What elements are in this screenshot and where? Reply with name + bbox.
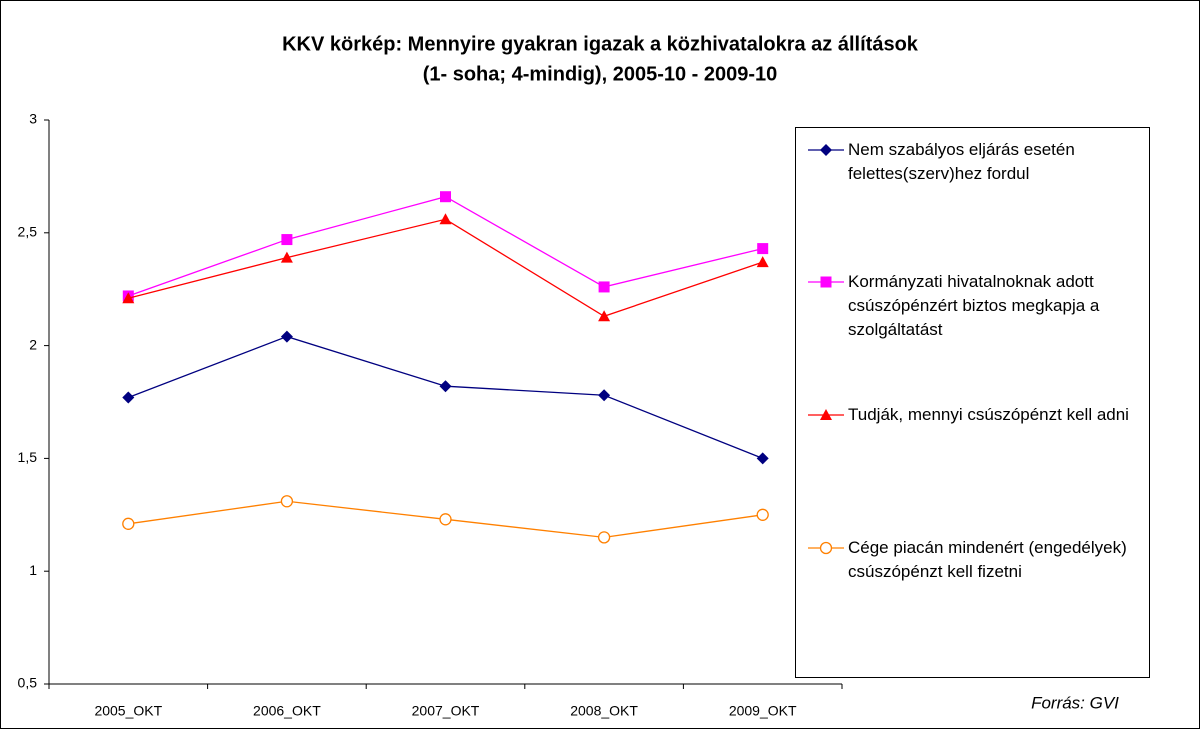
marker	[122, 391, 135, 404]
legend-symbol	[808, 276, 844, 288]
y-tick-label: 0,5	[18, 675, 38, 691]
x-tick-label: 2005_OKT	[94, 703, 162, 719]
marker	[598, 310, 611, 322]
chart-title: (1- soha; 4-mindig), 2005-10 - 2009-10	[423, 63, 778, 85]
legend-entry: Kormányzati hivatalnoknak adott csúszópé…	[806, 270, 1141, 342]
legend-entry: Cége piacán mindenért (engedélyek) csúsz…	[806, 536, 1141, 584]
y-tick-label: 2	[29, 336, 37, 352]
legend-entry: Tudják, mennyi csúszópénzt kell adni	[806, 403, 1141, 427]
y-tick-label: 1	[29, 562, 37, 578]
marker	[281, 234, 293, 246]
legend-symbol	[808, 541, 844, 555]
y-tick-label: 2,5	[18, 224, 38, 240]
marker	[122, 517, 135, 530]
marker	[820, 276, 832, 288]
x-tick-label: 2008_OKT	[570, 703, 638, 719]
marker	[598, 389, 611, 402]
marker	[439, 513, 452, 526]
marker	[756, 256, 769, 268]
x-tick-label: 2007_OKT	[412, 703, 480, 719]
x-tick-label: 2009_OKT	[729, 703, 797, 719]
marker	[820, 144, 832, 156]
marker	[280, 251, 293, 263]
legend: Nem szabályos eljárás esetén felettes(sz…	[795, 127, 1150, 678]
legend-symbol	[808, 409, 844, 420]
marker	[819, 541, 833, 555]
legend-entry: Nem szabályos eljárás esetén felettes(sz…	[806, 138, 1141, 186]
legend-symbol	[808, 144, 844, 156]
legend-label: Kormányzati hivatalnoknak adott csúszópé…	[848, 272, 1100, 339]
marker	[597, 531, 611, 544]
marker	[280, 330, 293, 343]
chart-title: KKV körkép: Mennyire gyakran igazak a kö…	[282, 33, 919, 55]
marker	[439, 380, 452, 393]
marker	[439, 213, 452, 225]
y-tick-label: 1,5	[18, 449, 38, 465]
marker	[756, 508, 769, 521]
legend-label: Nem szabályos eljárás esetén felettes(sz…	[848, 140, 1075, 183]
legend-label: Cége piacán mindenért (engedélyek) csúsz…	[848, 538, 1127, 581]
marker	[598, 281, 610, 293]
marker	[756, 452, 769, 465]
marker	[280, 495, 294, 508]
y-tick-label: 3	[29, 111, 37, 127]
x-tick-label: 2006_OKT	[253, 703, 321, 719]
marker	[440, 191, 451, 203]
marker	[757, 243, 769, 255]
legend-label: Tudják, mennyi csúszópénzt kell adni	[848, 405, 1129, 424]
source-note: Forrás: GVI	[1031, 693, 1119, 712]
marker	[820, 409, 832, 420]
marker	[122, 292, 135, 304]
